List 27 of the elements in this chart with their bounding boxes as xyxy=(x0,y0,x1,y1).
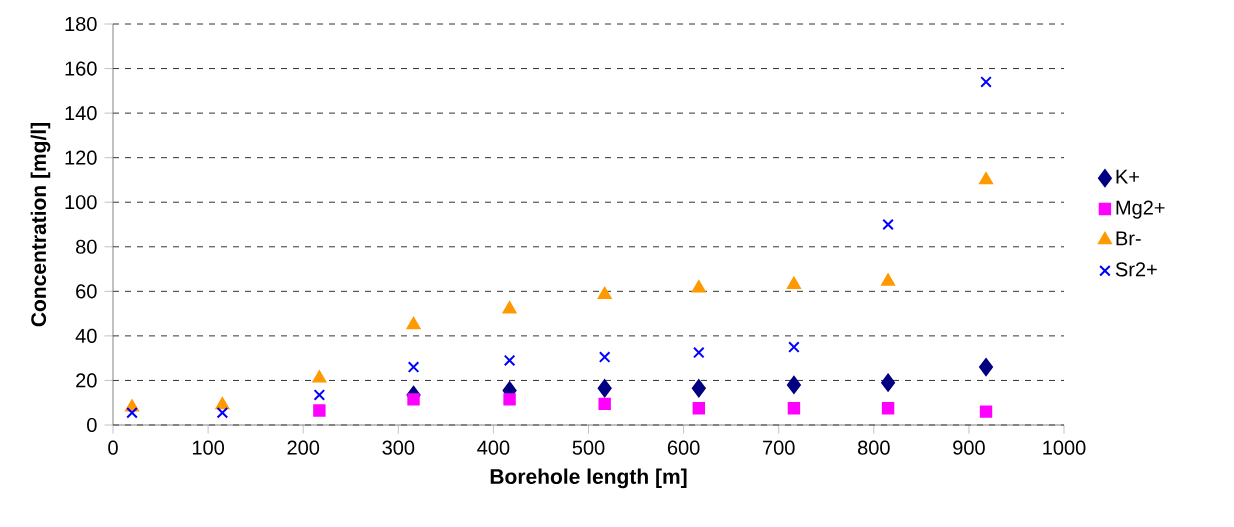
x-tick-label: 300 xyxy=(382,440,415,455)
legend-label: Mg2+ xyxy=(1116,200,1165,219)
x-tick-label: 600 xyxy=(667,440,700,455)
x-axis-title: Borehole length [m] xyxy=(490,468,687,489)
y-tick-label: 100 xyxy=(65,195,97,210)
y-tick-label: 160 xyxy=(65,61,97,76)
y-tick-label: 180 xyxy=(65,16,97,32)
y-tick-label: 0 xyxy=(87,417,97,433)
x-tick-label: 700 xyxy=(763,440,795,455)
x-tick-label: 200 xyxy=(287,440,320,455)
y-tick-label: 140 xyxy=(65,106,97,121)
y-tick-label: 40 xyxy=(75,328,97,343)
legend-label: Br- xyxy=(1116,231,1141,246)
x-tick-label: 1000 xyxy=(1043,440,1086,455)
x-tick-label: 900 xyxy=(953,440,985,455)
x-tick-label: 800 xyxy=(858,440,890,455)
x-tick-label: 500 xyxy=(572,440,605,455)
legend-label: K+ xyxy=(1116,169,1139,184)
y-tick-label: 20 xyxy=(76,373,97,388)
y-tick-label: 60 xyxy=(76,284,97,299)
legend-label: Sr2+ xyxy=(1115,262,1157,277)
x-tick-label: 100 xyxy=(192,440,225,455)
y-tick-label: 80 xyxy=(76,239,97,254)
x-tick-label: 400 xyxy=(477,440,510,455)
y-tick-label: 120 xyxy=(65,150,97,165)
x-tick-label: 0 xyxy=(108,440,118,455)
y-axis-title: Concentration [mg/l] xyxy=(30,123,51,327)
